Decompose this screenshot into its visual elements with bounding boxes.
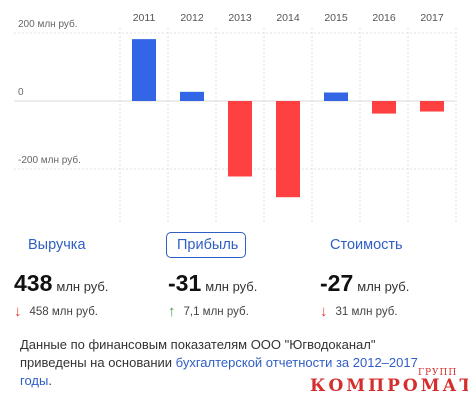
x-tick-label: 2013 [228, 12, 252, 24]
arrow-down-icon: ↓ [320, 303, 328, 320]
x-tick-label: 2017 [420, 12, 444, 24]
x-tick-label: 2011 [133, 12, 156, 24]
y-tick-label: 0 [18, 87, 24, 98]
arrow-down-icon: ↓ [14, 303, 22, 320]
profit-delta: ↑ 7,1 млн руб. [168, 302, 249, 320]
y-tick-label: 200 млн руб. [18, 18, 78, 30]
bar-2015 [324, 92, 348, 101]
watermark-logo: КОМПРОМАТ ГРУПП [310, 368, 468, 408]
revenue-metric: 438 млн руб. [14, 270, 108, 297]
source-note-text: Данные по финансовым показателям ООО "Юг… [20, 337, 376, 370]
source-link[interactable]: бухгалтерской отчетности за 2012–2017 го… [20, 355, 418, 388]
profit-bar-chart: 200 млн руб. 0 -200 млн руб. 2011 2012 2013 20… [14, 12, 457, 222]
x-tick-label: 2016 [372, 12, 396, 24]
x-tick-label: 2014 [276, 12, 300, 24]
source-note: Данные по финансовым показателям ООО "Юг… [20, 336, 440, 390]
value-unit: млн руб. [357, 279, 410, 294]
value-metric: -27 млн руб. [320, 270, 409, 297]
tab-value[interactable]: Стоимость [330, 237, 403, 253]
tab-revenue[interactable]: Выручка [28, 237, 86, 253]
bar-2012 [180, 91, 204, 101]
bar-2013 [228, 101, 252, 177]
x-tick-label: 2012 [180, 12, 204, 24]
bar-2011 [132, 39, 156, 101]
x-tick-label: 2015 [324, 12, 348, 24]
revenue-delta-text: 458 млн руб. [29, 306, 98, 318]
profit-delta-text: 7,1 млн руб. [183, 306, 249, 318]
value-delta: ↓ 31 млн руб. [320, 302, 398, 320]
y-tick-label: -200 млн руб. [18, 154, 81, 166]
bar-2016 [372, 101, 396, 114]
value-delta-text: 31 млн руб. [335, 306, 398, 318]
source-note-end: . [48, 373, 52, 388]
bar-2017 [420, 101, 444, 112]
value-value: -27 [320, 270, 354, 296]
metric-tabs: Выручка Прибыль Стоимость [0, 232, 468, 262]
profit-value: -31 [168, 270, 202, 296]
bar-2014 [276, 101, 300, 198]
revenue-unit: млн руб. [56, 279, 109, 294]
watermark-main: КОМПРОМАТ [310, 376, 468, 396]
profit-unit: млн руб. [205, 279, 258, 294]
arrow-up-icon: ↑ [168, 303, 176, 320]
profit-metric: -31 млн руб. [168, 270, 257, 297]
tab-profit[interactable]: Прибыль [166, 232, 246, 258]
revenue-value: 438 [14, 270, 53, 296]
watermark-sub: ГРУПП [418, 368, 458, 378]
revenue-delta: ↓ 458 млн руб. [14, 302, 98, 320]
